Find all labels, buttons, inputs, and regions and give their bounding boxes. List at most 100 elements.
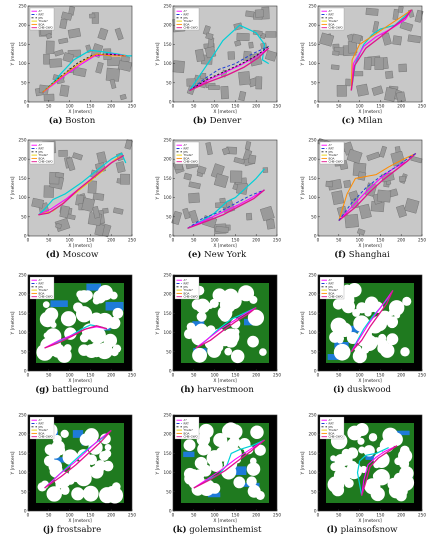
building — [92, 206, 101, 219]
map-panel-0: 0 50 100 150 200 250 0 50 100 150 200 250 X [meters]… — [6, 2, 138, 130]
y-tick-label: 150 — [309, 176, 317, 181]
building — [58, 149, 68, 157]
legend-label-astar: A* — [184, 9, 188, 13]
legend-label-chb_gwo: CHB-GWO — [184, 435, 199, 439]
open-ground — [348, 460, 357, 469]
building — [229, 170, 243, 183]
panel-caption: (g) battleground — [6, 385, 138, 395]
x-tick-label: 200 — [397, 513, 405, 518]
map-panel-4: 0 50 100 150 200 250 0 50 100 150 200 250 X [meters]… — [151, 136, 283, 264]
legend-label-rrt: RRT — [184, 422, 190, 426]
building — [72, 66, 87, 78]
building — [115, 161, 126, 174]
y-tick-label: 250 — [19, 273, 27, 278]
x-tick-label: 200 — [107, 104, 115, 109]
water-patch — [183, 451, 195, 458]
x-tick-label: 200 — [252, 104, 260, 109]
y-axis-label: Y [meters] — [300, 451, 306, 475]
legend-label-chb_gwo: CHB-GWO — [184, 295, 199, 299]
chart-svg: 0 50 100 150 200 250 0 50 100 150 200 250 X [meters]… — [155, 413, 281, 525]
building — [236, 32, 250, 42]
y-axis-label: Y [meters] — [300, 176, 306, 200]
building — [119, 93, 127, 101]
legend-label-thetastar: Theta* — [183, 288, 194, 292]
y-tick-label: 200 — [19, 23, 27, 28]
panel-letter: (d) — [45, 250, 60, 260]
building — [366, 151, 381, 162]
y-tick-label: 0 — [314, 234, 317, 239]
chart-svg: 0 50 100 150 200 250 0 50 100 150 200 250 X [meters]… — [10, 138, 136, 250]
y-tick-label: 250 — [309, 138, 317, 143]
series-astar — [44, 429, 112, 489]
y-tick-label: 200 — [309, 432, 317, 437]
open-ground — [341, 448, 351, 458]
building — [248, 41, 254, 49]
x-tick-label: 150 — [376, 373, 384, 378]
y-tick-label: 250 — [19, 138, 27, 143]
x-tick-label: 100 — [356, 238, 364, 243]
plot-frame — [27, 139, 133, 237]
legend-label-rrt: RRT — [39, 422, 45, 426]
building — [188, 192, 200, 204]
building — [398, 175, 407, 182]
open-ground — [194, 469, 205, 480]
legend-label-astar: A* — [329, 418, 333, 422]
y-tick-label: 150 — [309, 42, 317, 47]
building — [94, 223, 105, 237]
building — [255, 76, 263, 90]
open-ground — [380, 343, 395, 358]
series-astar — [350, 290, 394, 353]
water-patch — [346, 325, 363, 333]
x-tick-label: 100 — [356, 104, 364, 109]
panel-caption: (k) golemsinthemist — [151, 525, 283, 535]
plot-frame — [317, 139, 423, 237]
series-chb_gwo — [193, 439, 265, 489]
panel-letter: (j) — [42, 525, 54, 535]
legend-label-astar: A* — [39, 278, 43, 282]
legend-label-astar: A* — [39, 143, 43, 147]
building — [345, 78, 351, 87]
panel-map-name: battleground — [49, 385, 109, 395]
legend-label-chb_gwo: CHB-GWO — [39, 435, 54, 439]
open-ground — [368, 433, 378, 442]
x-tick-label: 100 — [66, 104, 74, 109]
x-axis-label: X [meters] — [213, 378, 237, 384]
x-tick-label: 150 — [86, 104, 94, 109]
building — [220, 85, 229, 100]
building — [398, 63, 407, 73]
building — [205, 32, 214, 40]
y-tick-label: 150 — [19, 451, 27, 456]
open-ground — [75, 470, 92, 487]
building — [213, 173, 229, 189]
water-patch — [50, 457, 66, 463]
open-ground — [79, 333, 89, 343]
building — [202, 25, 211, 36]
x-tick-label: 250 — [128, 373, 136, 378]
legend-label-bfa: BOA — [184, 22, 190, 26]
building — [43, 185, 55, 198]
y-tick-label: 150 — [164, 176, 172, 181]
map-panel-10: 0 50 100 150 200 250 0 50 100 150 200 250 X [meters]… — [151, 411, 283, 539]
plot-frame — [172, 139, 278, 237]
building — [95, 61, 104, 74]
y-tick-label: 0 — [24, 100, 27, 105]
open-ground — [394, 312, 401, 319]
legend-label-astar: A* — [184, 143, 188, 147]
plot-frame — [27, 414, 133, 512]
legend-label-bfa: BOA — [39, 431, 45, 435]
open-ground — [219, 311, 231, 322]
x-tick-label: 50 — [46, 104, 52, 109]
y-axis-label: Y [meters] — [155, 176, 161, 200]
building — [233, 156, 246, 165]
y-axis-label: Y [meters] — [10, 451, 16, 475]
y-tick-label: 250 — [164, 4, 172, 9]
open-ground — [89, 342, 104, 358]
legend-label-thetastar: Theta* — [328, 153, 339, 157]
x-axis-label: X [meters] — [68, 518, 92, 524]
legend-label-chb_gwo: CHB-GWO — [184, 26, 199, 30]
y-tick-label: 0 — [169, 369, 172, 374]
building — [72, 152, 83, 161]
y-tick-label: 250 — [164, 138, 172, 143]
building — [53, 49, 64, 57]
